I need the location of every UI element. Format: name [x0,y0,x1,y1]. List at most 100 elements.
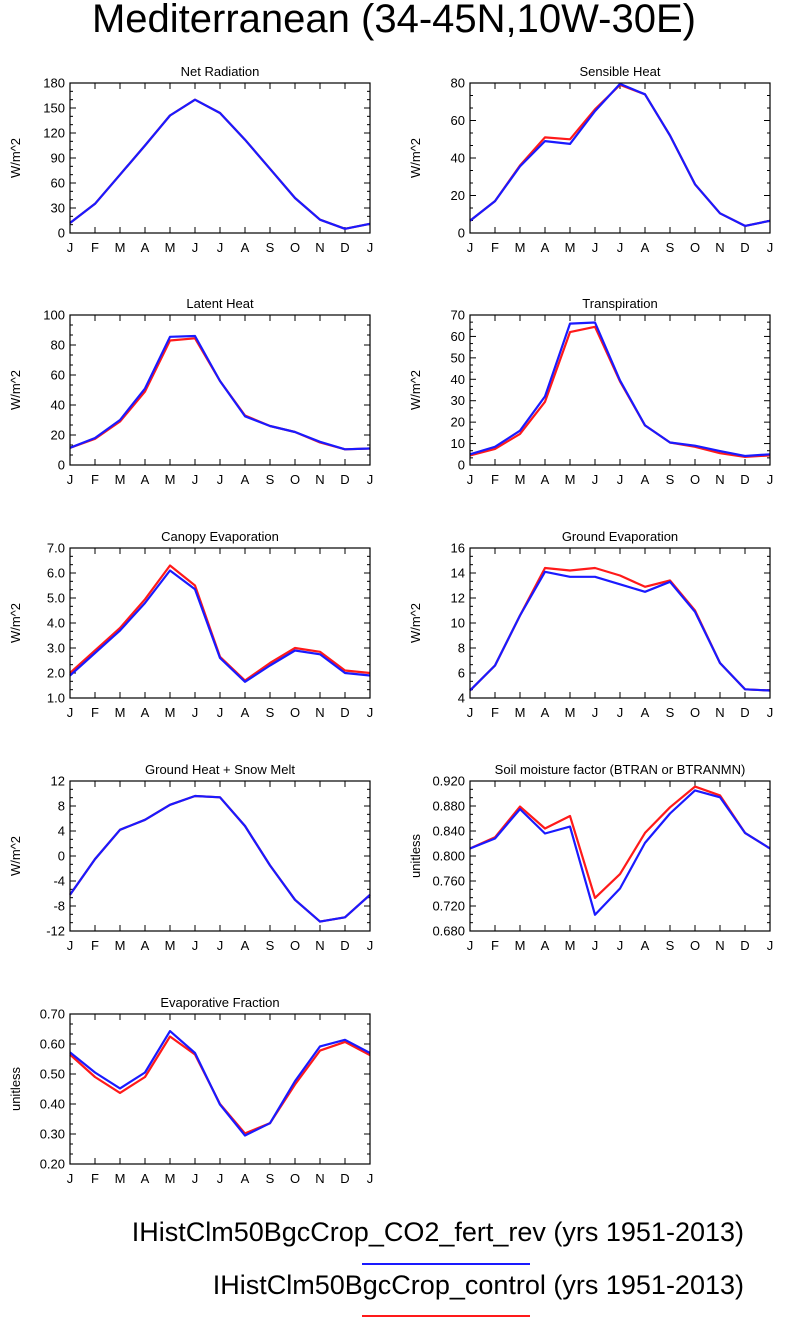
x-tick-label: A [541,705,550,720]
y-tick-label: 30 [451,393,465,408]
series-line-fert [69,334,371,451]
y-tick-label: -8 [53,899,65,914]
x-tick-label: D [740,472,749,487]
chart-title: Ground Evaporation [562,529,678,544]
x-tick-label: N [715,472,724,487]
y-tick-label: 0.50 [40,1067,65,1082]
x-tick-label: J [367,1171,374,1186]
x-tick-label: F [91,705,99,720]
y-tick-label: 0.60 [40,1037,65,1052]
x-tick-label: M [565,938,576,953]
x-tick-label: M [565,705,576,720]
x-tick-label: O [290,938,300,953]
x-tick-label: J [67,240,74,255]
x-tick-label: J [467,240,474,255]
y-tick-label: -12 [46,924,65,939]
x-tick-label: J [617,938,624,953]
y-tick-label: 0 [58,458,65,473]
x-tick-label: J [592,240,599,255]
x-tick-label: F [91,1171,99,1186]
x-tick-label: M [115,1171,126,1186]
plot-frame [69,82,371,234]
x-tick-label: A [541,472,550,487]
y-tick-label: 60 [451,329,465,344]
y-tick-label: 0.760 [432,874,465,889]
x-tick-label: J [467,705,474,720]
x-tick-label: D [340,240,349,255]
y-tick-label: 60 [451,113,465,128]
x-tick-label: O [690,472,700,487]
x-tick-label: O [690,705,700,720]
y-axis-label: W/m^2 [8,138,23,178]
x-tick-label: S [266,938,275,953]
y-tick-label: 60 [51,176,65,191]
y-axis-label: unitless [408,833,423,878]
x-tick-label: J [592,938,599,953]
x-tick-label: D [740,705,749,720]
y-tick-label: 0.20 [40,1157,65,1172]
y-tick-label: 7.0 [47,541,65,556]
x-tick-label: M [515,472,526,487]
x-tick-label: M [165,472,176,487]
x-tick-label: J [217,240,224,255]
x-tick-label: M [515,705,526,720]
x-tick-label: J [217,938,224,953]
x-tick-label: M [515,938,526,953]
series-line-fert [469,321,771,458]
series-line-control [469,566,771,692]
x-tick-label: A [241,472,250,487]
plot-frame [469,314,771,466]
x-tick-label: M [115,240,126,255]
x-tick-label: F [91,240,99,255]
y-tick-label: 1.0 [47,691,65,706]
y-tick-label: 30 [51,201,65,216]
y-tick-label: 4.0 [47,616,65,631]
y-tick-label: 0.680 [432,924,465,939]
chart-panel: Canopy Evaporation W/m^2 1.0 2.0 3.0 4.0 5.0 6.… [8,529,373,720]
x-tick-label: J [767,240,774,255]
x-tick-label: J [617,705,624,720]
x-tick-label: D [740,938,749,953]
x-tick-label: N [715,240,724,255]
chart-panel: Soil moisture factor (BTRAN or BTRANMN) u… [408,762,773,953]
y-tick-label: 0 [58,226,65,241]
x-tick-label: J [592,472,599,487]
x-tick-label: D [340,472,349,487]
x-tick-label: F [491,240,499,255]
series-line-control [469,325,771,458]
y-tick-label: 8 [458,641,465,656]
x-tick-label: J [367,240,374,255]
y-tick-label: 0 [58,849,65,864]
y-tick-label: 4 [58,824,65,839]
x-tick-label: J [217,472,224,487]
series-line-fert [469,789,771,916]
x-tick-label: N [715,938,724,953]
chart-title: Evaporative Fraction [160,995,279,1010]
chart-title: Ground Heat + Snow Melt [145,762,295,777]
x-tick-label: J [467,938,474,953]
x-tick-label: S [266,1171,275,1186]
x-tick-label: N [315,938,324,953]
x-tick-label: A [541,938,550,953]
y-tick-label: 0.720 [432,899,465,914]
y-tick-label: 50 [451,350,465,365]
x-tick-label: N [315,240,324,255]
y-tick-label: 60 [51,368,65,383]
y-tick-label: 6.0 [47,566,65,581]
series-line-fert [469,570,771,692]
series-line-control [69,337,371,451]
y-tick-label: 2.0 [47,666,65,681]
y-tick-label: -4 [53,874,65,889]
x-tick-label: M [565,240,576,255]
y-axis-label: W/m^2 [8,370,23,410]
y-tick-label: 70 [451,308,465,323]
x-tick-label: F [491,938,499,953]
legend-swatch-fert [362,1263,530,1265]
x-tick-label: N [715,705,724,720]
x-tick-label: A [141,240,150,255]
